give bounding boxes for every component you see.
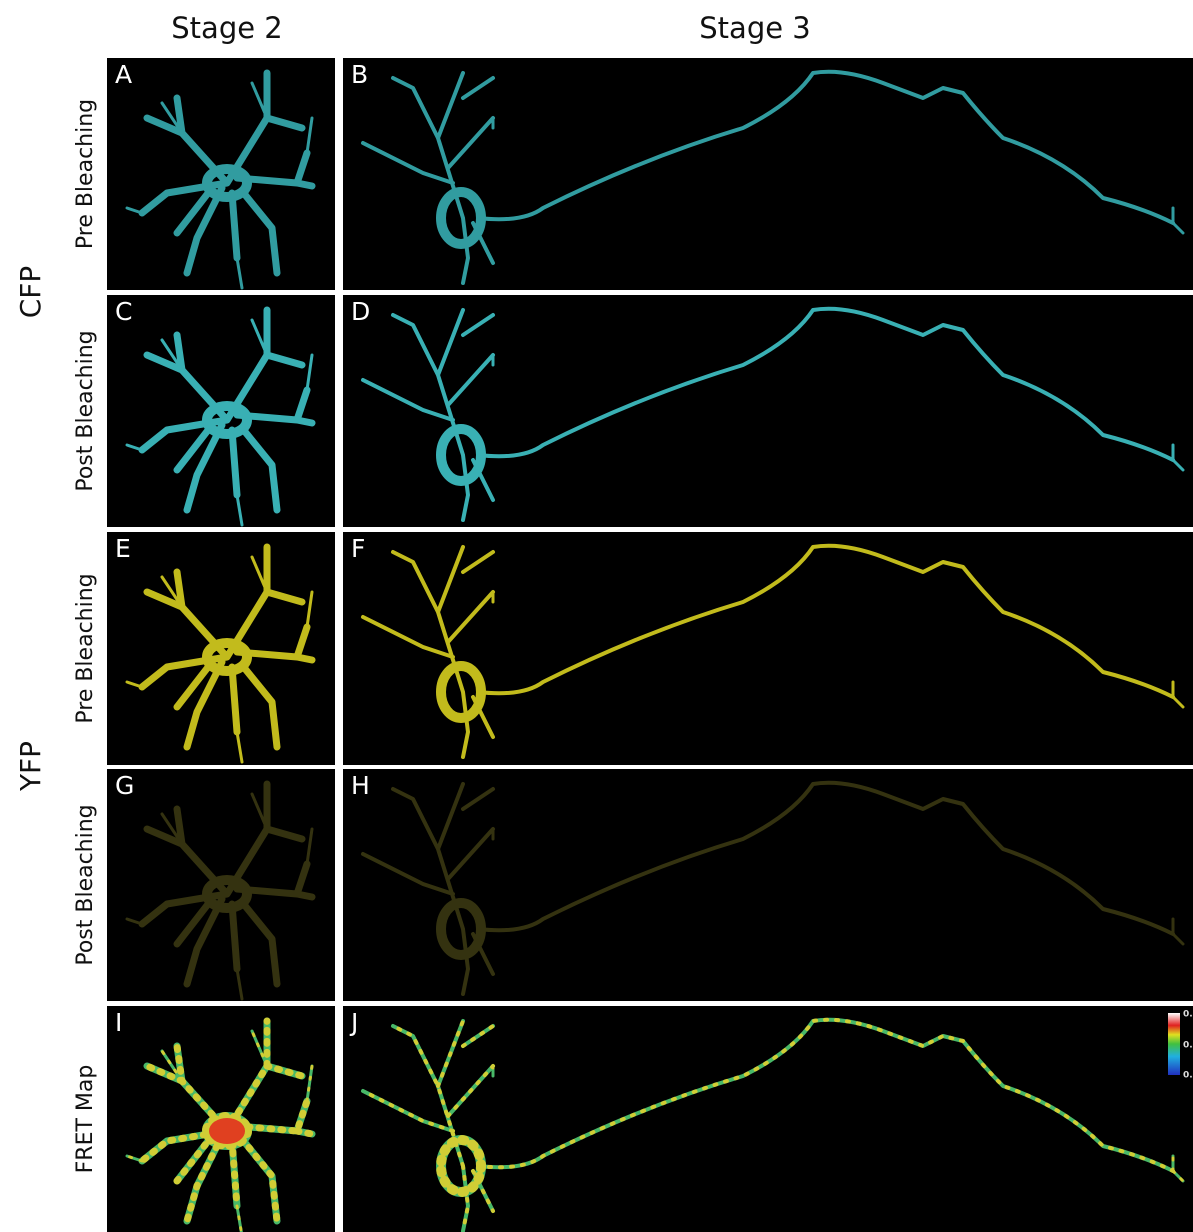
colorbar-label: 0.0: [1183, 1071, 1193, 1081]
image-panel: [343, 769, 1193, 1001]
colorbar-label: 0.2: [1183, 1041, 1193, 1051]
row-label: Pre Bleaching: [73, 99, 98, 249]
fret-hotspot: [209, 1118, 245, 1144]
panel-letter: E: [115, 534, 131, 563]
panel-letter: J: [349, 1008, 358, 1037]
row-label: FRET Map: [73, 1065, 98, 1174]
panel-letter: G: [115, 771, 134, 800]
row-label: Post Bleaching: [73, 804, 98, 965]
panel-letter: I: [115, 1008, 122, 1037]
group-label: CFP: [14, 266, 47, 319]
column-header: Stage 3: [699, 11, 810, 45]
colorbar-label: 0.5: [1183, 1010, 1193, 1020]
panel-grid: Pre Bleaching A B Post Bleaching C D Pre Bleac…: [73, 58, 1193, 1232]
image-panel: [343, 295, 1193, 527]
column-header: Stage 2: [171, 11, 282, 45]
group-label: YFP: [14, 741, 47, 792]
panel-letter: A: [115, 60, 132, 89]
row-label: Pre Bleaching: [73, 573, 98, 723]
image-panel: [343, 532, 1193, 765]
panel-letter: B: [351, 60, 368, 89]
panel-letter: C: [115, 297, 132, 326]
image-panel: [343, 58, 1193, 290]
panel-letter: F: [351, 534, 365, 563]
colorbar: [1168, 1013, 1180, 1075]
row-label: Post Bleaching: [73, 330, 98, 491]
panel-letter: H: [351, 771, 370, 800]
panel-letter: D: [351, 297, 370, 326]
